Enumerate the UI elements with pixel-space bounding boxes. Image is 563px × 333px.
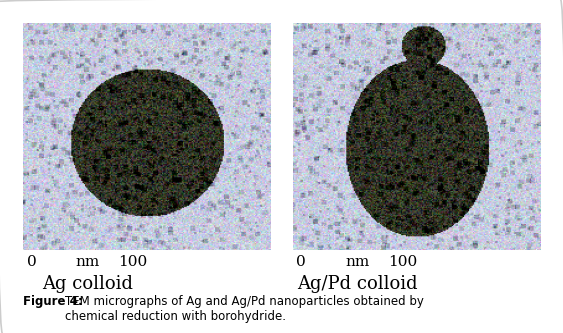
Text: TEM micrographs of Ag and Ag/Pd nanoparticles obtained by
chemical reduction wit: TEM micrographs of Ag and Ag/Pd nanopart… [65,295,423,323]
Text: Ag/Pd colloid: Ag/Pd colloid [297,275,418,293]
Text: 0: 0 [27,255,37,269]
Text: Figure 4:: Figure 4: [23,295,82,308]
Text: nm: nm [345,255,370,269]
Text: Ag colloid: Ag colloid [42,275,133,293]
Text: 100: 100 [388,255,418,269]
Text: 0: 0 [296,255,305,269]
Text: 100: 100 [118,255,148,269]
Text: nm: nm [75,255,100,269]
